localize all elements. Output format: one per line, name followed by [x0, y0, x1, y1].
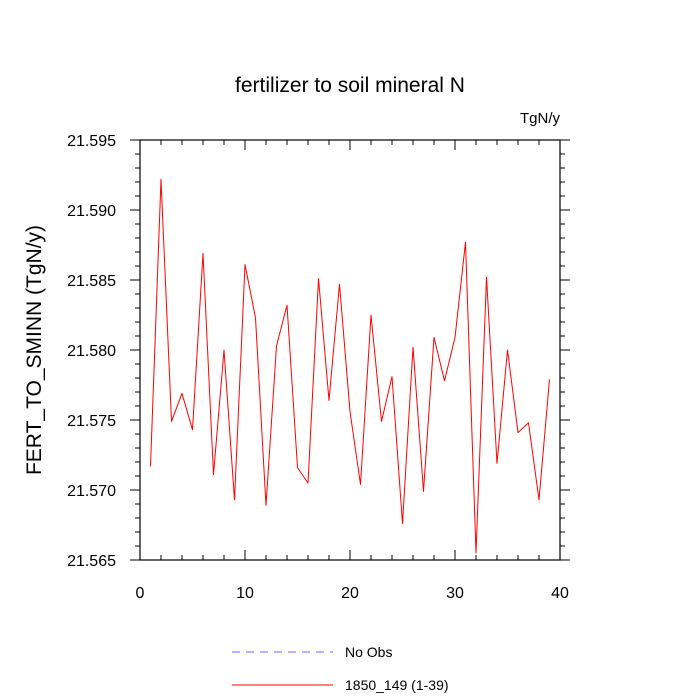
x-tick-label: 10 — [236, 585, 254, 602]
chart-title: fertilizer to soil mineral N — [235, 74, 465, 97]
y-tick-label: 21.570 — [67, 483, 116, 500]
y-axis-label: FERT_TO_SMINN (TgN/y) — [23, 225, 46, 475]
units-label: TgN/y — [520, 110, 561, 127]
y-tick-label: 21.565 — [67, 553, 116, 570]
y-tick-label: 21.590 — [67, 203, 116, 220]
legend-label: No Obs — [345, 644, 392, 660]
plot-frame — [139, 139, 561, 561]
legend-label: 1850_149 (1-39) — [345, 677, 449, 693]
y-tick-label: 21.595 — [67, 133, 116, 150]
axes: 0 10 20 30 40 21.565 21.570 21.575 21.580 21.585 2… — [67, 133, 570, 602]
y-tick-label: 21.580 — [67, 343, 116, 360]
legend: No Obs 1850_149 (1-39) — [232, 644, 449, 693]
y-tick-label: 21.585 — [67, 273, 116, 290]
plot-series — [150, 178, 550, 554]
x-tick-label: 40 — [551, 585, 569, 602]
series-line — [150, 178, 550, 554]
y-tick-label: 21.575 — [67, 413, 116, 430]
x-tick-label: 20 — [341, 585, 359, 602]
x-tick-label: 0 — [136, 585, 145, 602]
x-tick-label: 30 — [446, 585, 464, 602]
